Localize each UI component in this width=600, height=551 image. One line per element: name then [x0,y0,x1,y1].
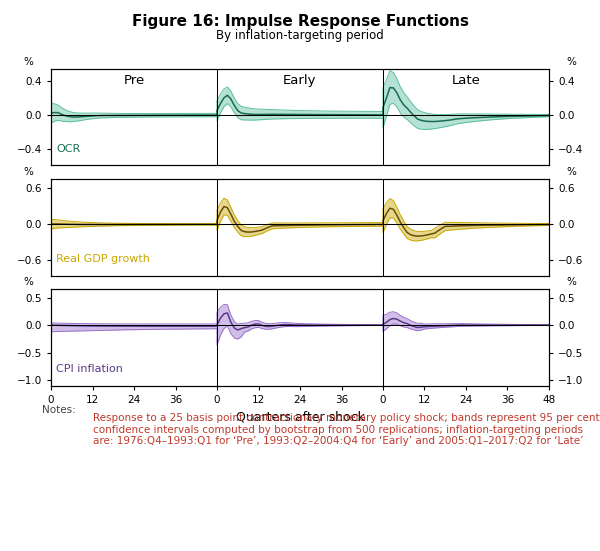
Text: Response to a 25 basis point contractionary monetary policy shock; bands represe: Response to a 25 basis point contraction… [93,413,599,446]
Text: Early: Early [283,74,317,88]
Text: %: % [23,277,34,288]
Text: Pre: Pre [124,74,145,88]
Text: By inflation-targeting period: By inflation-targeting period [216,29,384,42]
Text: %: % [23,167,34,177]
Text: Notes:: Notes: [42,405,76,415]
X-axis label: Quarters after shock: Quarters after shock [236,410,364,423]
Text: %: % [566,57,577,67]
Text: Real GDP growth: Real GDP growth [56,254,150,264]
Text: Figure 16: Impulse Response Functions: Figure 16: Impulse Response Functions [131,14,469,29]
Text: CPI inflation: CPI inflation [56,364,123,374]
Text: OCR: OCR [56,144,80,154]
Text: %: % [566,167,577,177]
Text: Late: Late [452,74,481,88]
Text: %: % [23,57,34,67]
Text: %: % [566,277,577,288]
